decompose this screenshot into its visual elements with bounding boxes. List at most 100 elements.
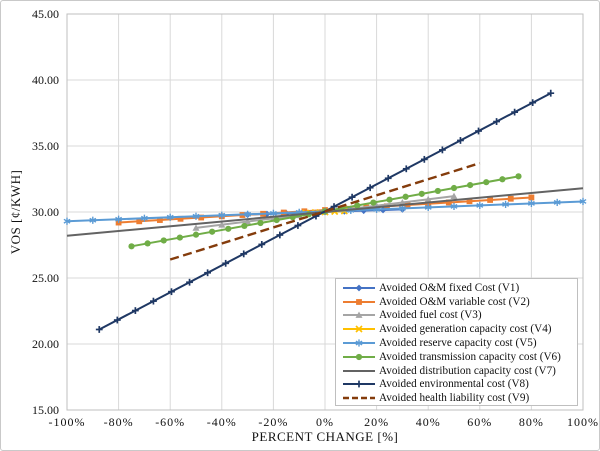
asterisk-marker [476,202,484,208]
legend: Avoided O&M fixed Cost (V1) Avoided O&M v… [335,278,578,406]
legend-label: Avoided O&M fixed Cost (V1) [379,281,520,294]
legend-label: Avoided distribution capacity cost (V7) [379,364,556,377]
triangle-marker [450,192,458,200]
legend-item-V8: Avoided environmental cost (V8) [342,378,577,392]
legend-item-V1: Avoided O&M fixed Cost (V1) [342,281,577,295]
asterisk-marker [115,216,123,222]
y-tick-label: 40.00 [32,73,59,87]
legend-item-V9: Avoided health liability cost (V9) [342,391,577,405]
circle-marker [176,234,183,241]
legend-label: Avoided reserve capacity cost (V5) [379,337,537,350]
legend-item-V2: Avoided O&M variable cost (V2) [342,295,577,309]
y-tick-label: 15.00 [32,403,59,417]
x-axis-title: PERCENT CHANGE [%] [251,429,399,444]
circle-marker [257,219,264,227]
triangle-marker [355,311,363,319]
legend-sample-V5 [343,339,375,347]
y-tick-label: 20.00 [32,337,59,351]
legend-label: Avoided environmental cost (V8) [379,378,529,391]
asterisk-marker [527,200,535,206]
legend-item-V4: Avoided generation capacity cost (V4) [342,322,577,336]
legend-item-V3: Avoided fuel cost (V3) [342,309,577,323]
legend-label: Avoided transmission capacity cost (V6) [379,350,561,363]
legend-item-V7: Avoided distribution capacity cost (V7) [342,364,577,378]
asterisk-marker [218,212,226,218]
asterisk-marker [140,215,148,221]
asterisk-marker [63,218,71,224]
circle-marker [370,199,377,206]
circle-marker [402,193,409,200]
asterisk-marker [579,198,587,204]
x-tick-label: -100% [48,415,86,429]
circle-marker [418,190,425,197]
legend-label: Avoided generation capacity cost (V4) [379,323,552,336]
circle-marker [144,240,151,247]
square-marker [136,218,143,225]
legend-label: Avoided health liability cost (V9) [379,392,530,405]
circle-marker [160,237,167,244]
square-marker [466,198,473,205]
legend-label: Avoided fuel cost (V3) [379,309,482,322]
x-tick-label: 80% [518,415,544,429]
circle-marker [192,231,200,238]
asterisk-marker [398,205,406,211]
x-tick-label: -40% [206,415,237,429]
legend-label: Avoided O&M variable cost (V2) [379,295,530,308]
circle-marker [450,184,458,192]
circle-marker [434,187,441,195]
square-marker [528,194,535,201]
legend-sample-V8 [343,381,375,388]
triangle-marker [244,218,252,225]
y-tick-label: 45.00 [32,7,59,21]
circle-marker [225,225,232,232]
asterisk-marker [424,204,432,210]
x-tick-label: -20% [258,415,289,429]
circle-marker [467,182,474,189]
asterisk-marker [166,214,174,220]
x-tick-label: 100% [567,415,599,429]
asterisk-marker [244,211,252,217]
x-tick-label: 0% [316,415,334,429]
y-tick-label: 30.00 [32,205,59,219]
series-line-V9 [169,162,481,261]
legend-sample-V6 [343,353,375,360]
legend-item-V5: Avoided reserve capacity cost (V5) [342,336,577,350]
diamond-marker [355,284,363,292]
legend-sample-V3 [343,311,375,319]
asterisk-marker [373,206,381,212]
legend-sample-V4 [343,325,375,333]
circle-marker [241,222,248,230]
legend-sample-V7 [343,369,375,372]
x-marker [355,325,363,333]
square-marker [198,214,205,221]
circle-marker [483,179,490,186]
triangle-marker [218,221,226,228]
x-tick-label: 20% [364,415,390,429]
asterisk-marker [269,210,277,216]
legend-sample-V9 [343,397,375,400]
x-tick-label: 60% [467,415,493,429]
x-tick-label: 40% [415,415,441,429]
triangle-marker [192,224,200,231]
square-marker [507,195,514,202]
triangle-marker [424,195,432,203]
square-marker [425,200,432,207]
square-marker [356,298,362,305]
legend-item-V6: Avoided transmission capacity cost (V6) [342,350,577,364]
asterisk-marker [502,201,510,207]
asterisk-marker [450,203,458,209]
series-V9 [169,162,481,261]
circle-marker [273,216,280,224]
legend-sample-V2 [343,298,375,305]
circle-marker [386,196,393,203]
y-tick-label: 35.00 [32,139,59,153]
circle-marker [354,202,361,209]
circle-marker [515,173,522,180]
x-tick-label: -60% [155,415,186,429]
legend-sample-V1 [343,284,375,292]
circle-marker [499,176,506,183]
asterisk-marker [89,217,97,223]
square-marker [445,199,452,206]
